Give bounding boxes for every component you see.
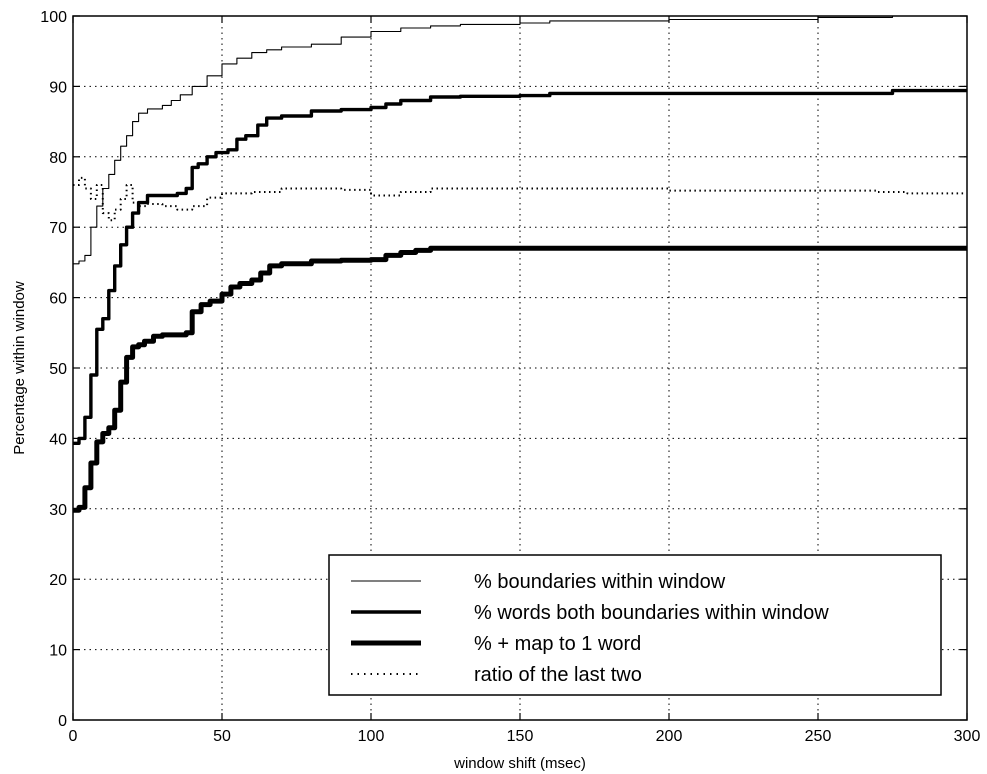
- legend-label: % + map to 1 word: [474, 633, 641, 655]
- legend-label: ratio of the last two: [474, 664, 642, 686]
- y-tick-label: 40: [49, 431, 67, 448]
- series-lines: [73, 15, 967, 513]
- y-tick-label: 0: [58, 713, 67, 730]
- series-line-2: [73, 88, 967, 445]
- x-axis-label: window shift (msec): [453, 755, 586, 772]
- x-tick-label: 200: [656, 728, 683, 745]
- y-tick-label: 100: [40, 9, 67, 26]
- x-tick-label: 50: [213, 728, 231, 745]
- y-tick-label: 50: [49, 361, 67, 378]
- y-tick-label: 20: [49, 572, 67, 589]
- x-tick-label: 250: [805, 728, 832, 745]
- legend-box: [328, 554, 942, 696]
- legend-label: % words both boundaries within window: [474, 602, 829, 624]
- y-tick-label: 60: [49, 291, 67, 308]
- x-tick-label: 300: [954, 728, 981, 745]
- x-tick-label: 100: [358, 728, 385, 745]
- y-tick-label: 10: [49, 643, 67, 660]
- y-axis-label: Percentage within window: [11, 281, 28, 455]
- x-tick-label: 150: [507, 728, 534, 745]
- series-line-3: [73, 245, 967, 513]
- y-tick-label: 80: [49, 150, 67, 167]
- legend: % boundaries within window % words both b…: [328, 554, 942, 696]
- series-line-1: [73, 15, 967, 265]
- series-line-4: [73, 176, 967, 222]
- y-axis-ticks: 0 10 20 30 40 50 60 70 80 90 100: [40, 9, 967, 730]
- y-tick-label: 70: [49, 220, 67, 237]
- legend-label: % boundaries within window: [474, 571, 726, 593]
- y-tick-label: 90: [49, 79, 67, 96]
- x-tick-label: 0: [69, 728, 78, 745]
- y-tick-label: 30: [49, 502, 67, 519]
- x-axis-ticks: 0 50 100 150 200 250 300: [69, 16, 981, 745]
